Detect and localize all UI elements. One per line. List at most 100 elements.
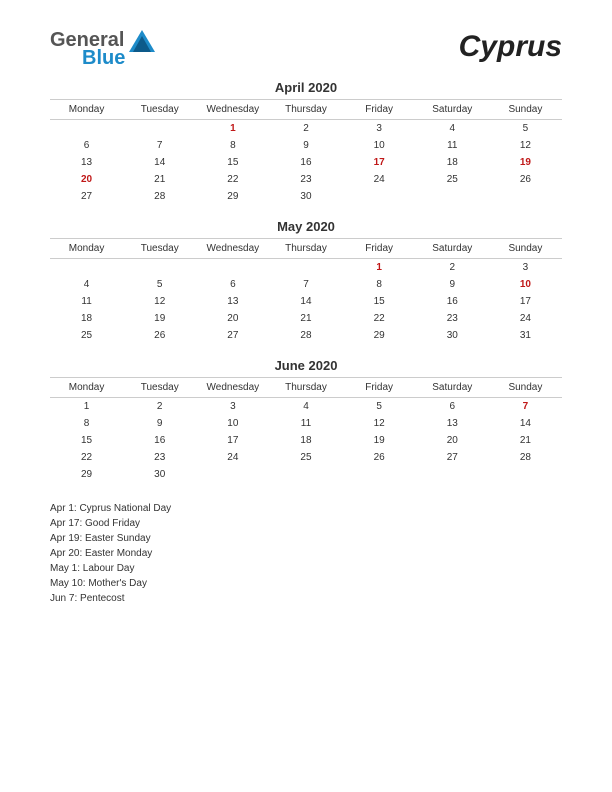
- weekday-header: Friday: [343, 239, 416, 259]
- calendar-cell: 10: [343, 137, 416, 154]
- calendar-cell: 17: [489, 293, 562, 310]
- calendar-row: 25262728293031: [50, 327, 562, 344]
- calendar-cell: 17: [343, 154, 416, 171]
- calendar-row: 22232425262728: [50, 449, 562, 466]
- calendar-row: 27282930: [50, 188, 562, 205]
- calendar-cell: 17: [196, 432, 269, 449]
- holiday-entry: Apr 20: Easter Monday: [50, 546, 562, 561]
- weekday-header: Monday: [50, 378, 123, 398]
- weekday-header: Thursday: [269, 100, 342, 120]
- calendar-cell: 26: [343, 449, 416, 466]
- calendar-cell: 4: [50, 276, 123, 293]
- calendar-row: 2930: [50, 466, 562, 483]
- weekday-header: Sunday: [489, 378, 562, 398]
- calendar-cell: [50, 120, 123, 138]
- calendar-cell: 11: [50, 293, 123, 310]
- logo-word-blue: Blue: [82, 48, 125, 68]
- calendar-row: 6789101112: [50, 137, 562, 154]
- header: General Blue Cyprus: [50, 30, 562, 68]
- calendar-cell: 8: [50, 415, 123, 432]
- calendar-cell: 3: [343, 120, 416, 138]
- calendar-cell: 22: [343, 310, 416, 327]
- calendar-cell: 29: [196, 188, 269, 205]
- calendar-cell: [489, 188, 562, 205]
- calendar-cell: 12: [343, 415, 416, 432]
- weekday-header: Monday: [50, 239, 123, 259]
- calendar-cell: [343, 466, 416, 483]
- month-block: April 2020 MondayTuesdayWednesdayThursday…: [50, 80, 562, 205]
- month-block: June 2020 MondayTuesdayWednesdayThursdayF…: [50, 358, 562, 483]
- calendar-cell: 18: [269, 432, 342, 449]
- calendar-cell: 28: [489, 449, 562, 466]
- calendar-table: MondayTuesdayWednesdayThursdayFridaySatu…: [50, 99, 562, 205]
- month-title: April 2020: [50, 80, 562, 95]
- calendar-cell: 9: [269, 137, 342, 154]
- calendar-cell: 18: [50, 310, 123, 327]
- calendar-cell: 5: [489, 120, 562, 138]
- logo: General Blue: [50, 30, 155, 68]
- calendar-cell: 23: [123, 449, 196, 466]
- holiday-entry: Jun 7: Pentecost: [50, 591, 562, 606]
- calendar-cell: [269, 466, 342, 483]
- calendar-cell: [123, 120, 196, 138]
- weekday-header: Tuesday: [123, 378, 196, 398]
- holiday-entry: May 1: Labour Day: [50, 561, 562, 576]
- weekday-header: Sunday: [489, 100, 562, 120]
- calendar-cell: 16: [269, 154, 342, 171]
- weekday-header: Thursday: [269, 378, 342, 398]
- calendar-cell: 4: [416, 120, 489, 138]
- calendar-table: MondayTuesdayWednesdayThursdayFridaySatu…: [50, 238, 562, 344]
- weekday-header: Friday: [343, 378, 416, 398]
- calendar-cell: [343, 188, 416, 205]
- calendar-cell: 19: [123, 310, 196, 327]
- calendar-cell: 7: [123, 137, 196, 154]
- calendar-cell: 11: [416, 137, 489, 154]
- calendar-cell: 12: [123, 293, 196, 310]
- holiday-entry: May 10: Mother's Day: [50, 576, 562, 591]
- calendar-cell: 10: [489, 276, 562, 293]
- calendar-cell: [196, 259, 269, 277]
- calendar-cell: 15: [50, 432, 123, 449]
- weekday-header: Tuesday: [123, 100, 196, 120]
- calendar-cell: 21: [123, 171, 196, 188]
- holiday-list: Apr 1: Cyprus National DayApr 17: Good F…: [50, 501, 562, 606]
- weekday-header: Sunday: [489, 239, 562, 259]
- calendar-cell: 25: [50, 327, 123, 344]
- month-title: June 2020: [50, 358, 562, 373]
- calendar-cell: 23: [269, 171, 342, 188]
- calendar-cell: 28: [269, 327, 342, 344]
- calendar-cell: 20: [196, 310, 269, 327]
- calendar-cell: 26: [123, 327, 196, 344]
- calendar-row: 11121314151617: [50, 293, 562, 310]
- calendar-cell: 14: [123, 154, 196, 171]
- calendar-cell: 25: [416, 171, 489, 188]
- calendar-cell: 12: [489, 137, 562, 154]
- calendar-cell: 19: [489, 154, 562, 171]
- calendar-table: MondayTuesdayWednesdayThursdayFridaySatu…: [50, 377, 562, 483]
- calendar-cell: 24: [489, 310, 562, 327]
- page-title: Cyprus: [459, 30, 562, 64]
- calendar-cell: 24: [196, 449, 269, 466]
- calendar-row: 1234567: [50, 398, 562, 416]
- logo-triangle-icon: [129, 30, 155, 52]
- calendar-cell: 20: [416, 432, 489, 449]
- month-title: May 2020: [50, 219, 562, 234]
- weekday-header: Thursday: [269, 239, 342, 259]
- calendar-row: 20212223242526: [50, 171, 562, 188]
- calendar-cell: 9: [416, 276, 489, 293]
- calendar-cell: 29: [50, 466, 123, 483]
- calendar-cell: 10: [196, 415, 269, 432]
- calendar-cell: [489, 466, 562, 483]
- calendar-row: 15161718192021: [50, 432, 562, 449]
- calendar-cell: 1: [343, 259, 416, 277]
- calendar-cell: 22: [50, 449, 123, 466]
- calendar-cell: 5: [123, 276, 196, 293]
- weekday-header: Wednesday: [196, 100, 269, 120]
- weekday-header: Friday: [343, 100, 416, 120]
- calendar-cell: 9: [123, 415, 196, 432]
- calendar-cell: 23: [416, 310, 489, 327]
- calendar-cell: [196, 466, 269, 483]
- calendar-cell: 22: [196, 171, 269, 188]
- calendar-cell: 13: [416, 415, 489, 432]
- calendar-row: 18192021222324: [50, 310, 562, 327]
